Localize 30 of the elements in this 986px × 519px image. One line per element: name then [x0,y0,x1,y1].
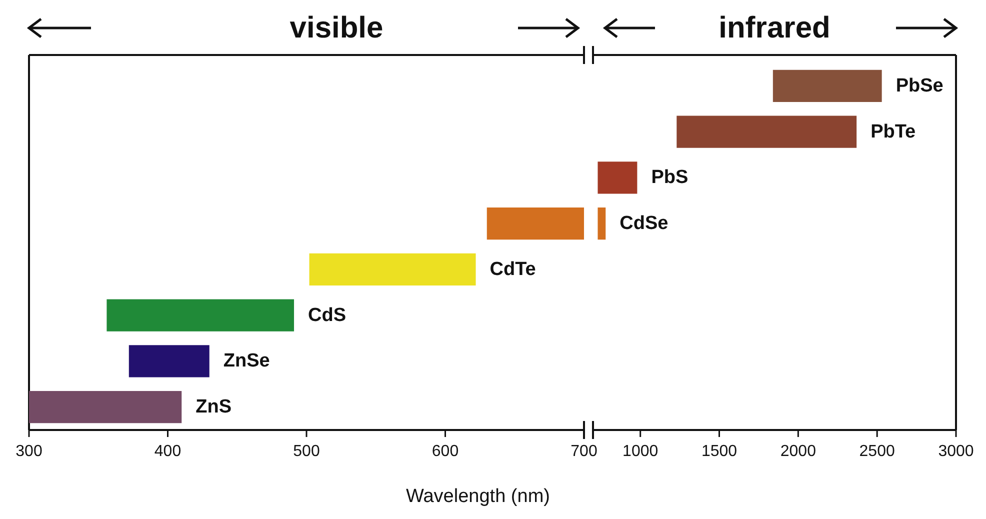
y-tick-label: CdTe [490,258,536,280]
y-tick-label: ZnS [196,396,232,418]
x-tick-label: 400 [154,443,182,460]
y-tick-label: ZnSe [223,350,270,372]
bar [772,70,882,102]
x-tick-label: 600 [432,443,459,460]
bar [29,391,182,424]
x-tick-label: 1000 [622,443,658,460]
bar [128,345,210,378]
x-tick-label: 300 [16,443,42,460]
x-axis-title: Wavelength (nm) [406,486,550,507]
y-tick-label: PbSe [896,75,944,96]
bar [309,253,476,286]
bar [598,208,606,240]
x-tick-label: 3000 [938,443,974,460]
y-tick-label: PbS [651,167,688,188]
y-tick-label: CdSe [620,213,668,234]
x-tick-label: 2500 [859,443,895,460]
x-tick-label: 700 [570,443,598,460]
chart-title: visible [290,12,384,44]
x-tick-label: 2000 [780,443,816,460]
x-tick-label: 500 [293,443,320,460]
y-tick-label: CdS [308,304,346,326]
bar [486,208,584,240]
x-tick-label: 1500 [701,443,738,460]
chart-title: infrared [718,12,830,44]
bar [106,299,294,332]
bar [676,116,857,148]
y-tick-label: PbTe [870,121,916,142]
bar [598,162,638,194]
